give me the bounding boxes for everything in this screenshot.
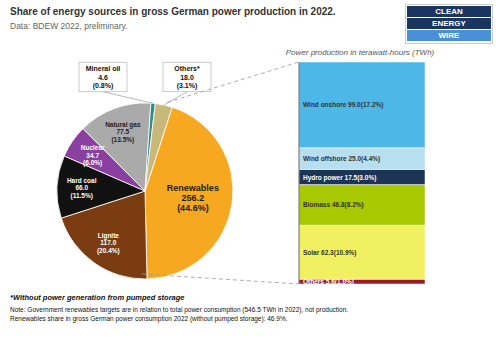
svg-text:Hydro power 17.5(3.0%): Hydro power 17.5(3.0%) bbox=[303, 174, 376, 182]
html-text:Renewables share in gross Germ: Renewables share in gross German power c… bbox=[10, 315, 288, 322]
svg-text:Others 5.6(1.0%): Others 5.6(1.0%) bbox=[303, 278, 354, 284]
html-text:CLEAN: CLEAN bbox=[435, 7, 463, 16]
svg-text:Nuclear34.7(6.0%): Nuclear34.7(6.0%) bbox=[81, 144, 105, 167]
svg-text:Wind offshore 25.0(4.4%): Wind offshore 25.0(4.4%) bbox=[303, 155, 380, 163]
html-text:Note: Government renewables ta: Note: Government renewables targets are … bbox=[10, 306, 349, 313]
svg-text:Natural gas77.5(13.5%): Natural gas77.5(13.5%) bbox=[105, 121, 141, 144]
svg-text:Mineral oil4.6(0.8%): Mineral oil4.6(0.8%) bbox=[86, 65, 121, 90]
svg-text:Renewables256.2(44.6%): Renewables256.2(44.6%) bbox=[167, 183, 219, 214]
html-text:ENERGY: ENERGY bbox=[432, 19, 466, 28]
svg-text:Lignite117.0(20.4%): Lignite117.0(20.4%) bbox=[97, 232, 120, 255]
html-text:Data: BDEW 2022, preliminary.: Data: BDEW 2022, preliminary. bbox=[10, 21, 128, 31]
html-text:Share of energy sources in gro: Share of energy sources in gross German … bbox=[10, 6, 336, 17]
svg-text:Solar 62.3(10.9%): Solar 62.3(10.9%) bbox=[303, 249, 356, 257]
svg-text:Biomass 46.8(8.2%): Biomass 46.8(8.2%) bbox=[303, 201, 364, 209]
html-text:WIRE: WIRE bbox=[438, 31, 460, 40]
html-text:Power production in terawatt-h: Power production in terawatt-hours (TWh) bbox=[285, 48, 435, 57]
svg-text:Wind onshore 99.0(17.2%): Wind onshore 99.0(17.2%) bbox=[303, 101, 384, 109]
html-text:*Without power generation from: *Without power generation from pumped st… bbox=[10, 293, 185, 302]
svg-text:Hard coal66.0(11.5%): Hard coal66.0(11.5%) bbox=[67, 177, 97, 200]
svg-text:Others*18.0(3.1%): Others*18.0(3.1%) bbox=[174, 65, 200, 90]
